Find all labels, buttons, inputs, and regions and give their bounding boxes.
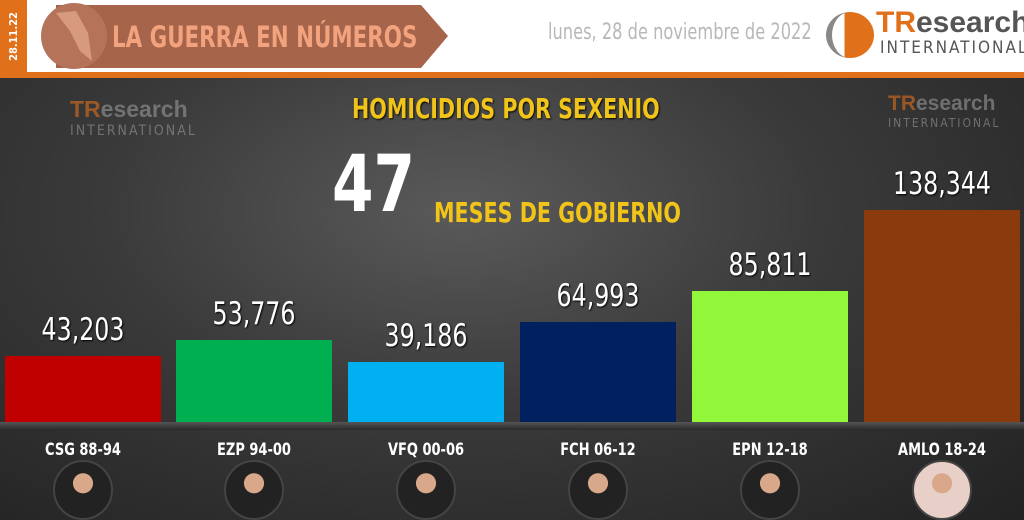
bar [864,210,1020,422]
baseline [0,422,1024,430]
category-label: EZP 94-00 [217,440,291,460]
bar [348,361,504,422]
bar [176,339,332,422]
banner-title: LA GUERRA EN NÚMEROS [112,20,418,54]
president-photo [53,460,113,520]
category-label: EPN 12-18 [732,440,808,460]
bar [5,355,161,422]
category-label: AMLO 18-24 [898,440,986,460]
data-label: 138,344 [892,166,991,202]
category-label: CSG 88-94 [45,440,121,460]
watermark-logo-left: TResearch INTERNATIONAL [70,96,197,139]
date-short: 28.11.22 [7,11,20,61]
date-strip: 28.11.22 [0,0,27,72]
category-label: FCH 06-12 [560,440,636,460]
president-photo [740,460,800,520]
president-photo [568,460,628,520]
president-photo [396,460,456,520]
president-photo [224,460,284,520]
watermark-logo-right: TResearch INTERNATIONAL [888,92,1001,130]
banner-shape [41,3,448,69]
divider [0,72,1024,78]
date-long: lunes, 28 de noviembre de 2022 [548,20,812,45]
bar [520,322,676,422]
category-label: VFQ 00-06 [387,440,465,460]
logo-chart-icon [826,12,874,58]
months-label: MESES DE GOBIERNO [434,196,681,229]
data-label: 39,186 [384,317,468,354]
data-label: 85,811 [728,246,812,283]
data-label: 64,993 [556,278,640,315]
data-label: 43,203 [41,311,125,348]
months-number: 47 [332,140,416,230]
bar [692,290,848,422]
president-photo [912,460,972,520]
data-label: 53,776 [212,295,296,332]
header-logo: TResearch INTERNATIONAL [822,8,1024,58]
chart-title: HOMICIDIOS POR SEXENIO [352,92,660,125]
chart-area [0,78,1024,520]
